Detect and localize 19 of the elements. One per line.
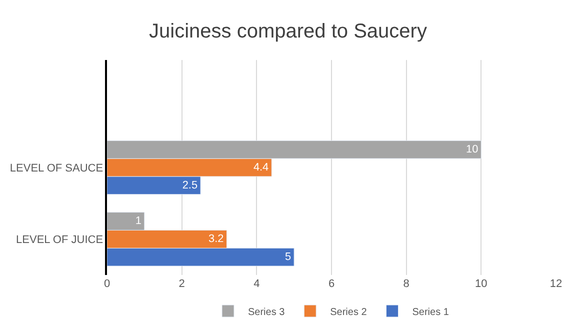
legend-label: Series 3 — [248, 306, 286, 318]
legend-label: Series 1 — [412, 306, 450, 318]
y-tick-label: LEVEL OF JUICE — [16, 234, 104, 246]
x-tick-label: 4 — [254, 278, 260, 290]
chart-title: Juiciness compared to Saucery — [149, 20, 427, 43]
data-label: 4.4 — [253, 161, 269, 174]
x-tick-label: 6 — [328, 278, 335, 290]
data-label: 3.2 — [208, 233, 224, 246]
x-tick-label: 10 — [475, 278, 488, 290]
data-label: 1 — [135, 215, 142, 228]
data-label: 5 — [285, 251, 292, 264]
x-tick-label: 0 — [104, 278, 110, 290]
data-label: 10 — [466, 144, 478, 156]
data-label: 2.5 — [182, 179, 198, 192]
y-tick-label: LEVEL OF SAUCE — [10, 162, 104, 174]
x-tick-label: 12 — [550, 278, 562, 290]
legend-label: Series 2 — [330, 306, 368, 318]
x-tick-label: 2 — [178, 278, 185, 290]
x-tick-label: 8 — [403, 278, 410, 290]
